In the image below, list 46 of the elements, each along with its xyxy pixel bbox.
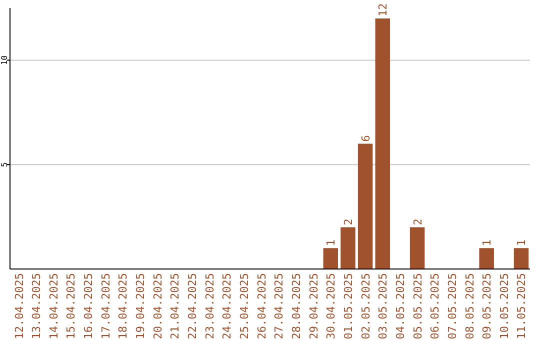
x-tick-label: 11.05.2025	[515, 273, 528, 340]
x-tick-label: 13.04.2025	[30, 273, 44, 340]
data-label: 1	[324, 239, 338, 246]
x-tick-label: 08.05.2025	[463, 273, 476, 340]
x-tick-label: 05.05.2025	[411, 273, 424, 340]
bar	[410, 227, 425, 269]
x-tick-label: 10.05.2025	[498, 273, 511, 340]
x-tick-label: 22.04.2025	[186, 273, 200, 340]
x-tick-label: 26.04.2025	[255, 273, 268, 340]
x-tick-label: 24.04.2025	[220, 273, 234, 340]
bar	[514, 248, 529, 269]
x-tick-label: 20.04.2025	[151, 273, 164, 340]
x-tick-label: 27.04.2025	[272, 273, 286, 340]
bar	[375, 18, 390, 269]
x-tick-label: 14.04.2025	[47, 273, 60, 340]
y-tick-label: 10	[0, 55, 9, 66]
bar	[479, 248, 494, 269]
x-tick-label: 25.04.2025	[238, 273, 252, 340]
x-tick-label: 19.04.2025	[134, 273, 148, 340]
x-tick-label: 18.04.2025	[116, 273, 130, 340]
x-tick-label: 28.04.2025	[290, 273, 303, 340]
x-tick-label: 07.05.2025	[446, 273, 459, 340]
x-tick-label: 16.04.2025	[82, 273, 96, 340]
data-label: 1	[480, 239, 494, 246]
x-tick-label: 01.05.2025	[342, 273, 355, 340]
data-label: 6	[359, 135, 372, 142]
x-tick-label: 17.04.2025	[99, 273, 112, 340]
data-label: 12	[376, 3, 390, 16]
x-tick-label: 04.05.2025	[394, 273, 407, 340]
x-tick-label: 02.05.2025	[359, 273, 372, 340]
x-tick-label: 23.04.2025	[203, 273, 216, 340]
data-label: 2	[411, 218, 424, 226]
x-tick-label: 29.04.2025	[307, 273, 320, 340]
x-tick-label: 15.04.2025	[64, 273, 78, 340]
x-tick-label: 03.05.2025	[376, 273, 390, 340]
y-tick-label: 5	[0, 162, 9, 168]
x-tick-label: 12.04.2025	[12, 273, 26, 340]
x-tick-label: 09.05.2025	[480, 273, 494, 340]
bar	[340, 227, 356, 269]
x-tick-label: 30.04.2025	[324, 273, 338, 340]
x-tick-label: 06.05.2025	[428, 273, 442, 340]
x-tick-label: 21.04.2025	[168, 273, 182, 340]
data-label: 1	[515, 239, 528, 246]
data-label: 2	[342, 218, 355, 226]
bar	[358, 144, 373, 269]
bar	[323, 248, 338, 269]
